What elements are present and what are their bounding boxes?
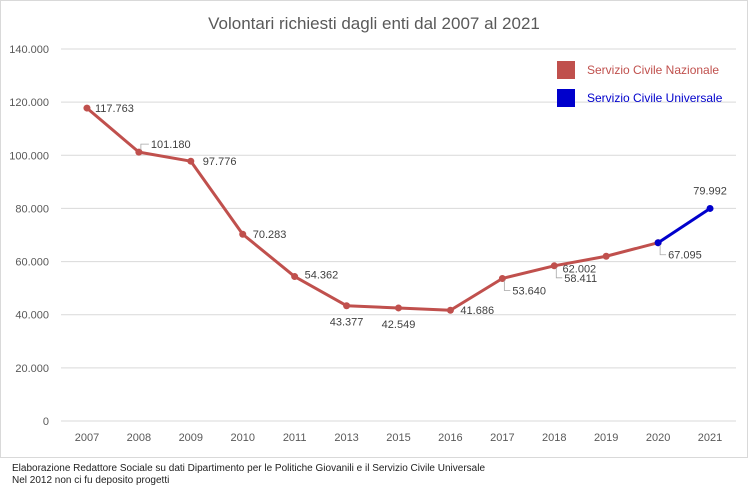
label-leader	[659, 244, 667, 256]
footer-note-2012: Nel 2012 non ci fu deposito progetti	[12, 475, 170, 486]
chart-title: Volontari richiesti dagli enti dal 2007 …	[208, 14, 540, 33]
data-label: 79.992	[693, 185, 727, 197]
data-label: 62.002	[563, 263, 597, 275]
data-point	[654, 239, 662, 247]
x-tick-label: 2017	[490, 432, 514, 444]
y-tick-label: 20.000	[15, 363, 49, 375]
x-tick-label: 2016	[438, 432, 462, 444]
data-point	[395, 304, 402, 312]
data-point	[550, 262, 558, 270]
label-leader	[555, 267, 563, 279]
data-point	[239, 230, 247, 238]
data-label: 41.686	[460, 305, 494, 317]
legend-label: Servizio Civile Nazionale	[587, 63, 719, 77]
x-tick-label: 2010	[230, 432, 254, 444]
x-tick-label: 2009	[179, 432, 203, 444]
y-tick-label: 120.000	[9, 97, 49, 109]
data-point	[602, 252, 610, 260]
series-line	[85, 106, 659, 312]
y-tick-label: 100.000	[9, 150, 49, 162]
data-point	[446, 306, 454, 314]
y-tick-label: 60.000	[15, 257, 49, 269]
x-tick-label: 2019	[594, 432, 618, 444]
data-label: 54.362	[305, 270, 339, 282]
label-leader	[140, 143, 149, 151]
chart-frame: 0 20.000 40.000 60.000 80.000 100.000 120.000 1…	[0, 0, 748, 458]
footer-source: Elaborazione Redattore Sociale su dati D…	[12, 463, 486, 474]
y-tick-label: 0	[43, 416, 49, 428]
y-tick-label: 40.000	[15, 310, 49, 322]
legend-swatch	[557, 89, 575, 107]
y-tick-label: 80.000	[15, 203, 49, 215]
x-tick-label: 2015	[386, 432, 410, 444]
data-label: 97.776	[203, 156, 237, 168]
label-leader	[503, 280, 511, 291]
data-point	[343, 302, 351, 310]
x-tick-label: 2018	[542, 432, 566, 444]
series-line	[657, 207, 711, 244]
data-label: 53.640	[512, 285, 546, 297]
legend-swatch	[557, 61, 575, 79]
data-point	[83, 104, 91, 112]
line-chart: 0 20.000 40.000 60.000 80.000 100.000 120.000 1…	[9, 14, 736, 444]
data-point	[135, 148, 143, 156]
data-label: 43.377	[330, 317, 364, 329]
data-label: 101.180	[151, 139, 191, 151]
footer-note: Elaborazione Redattore Sociale su dati D…	[12, 463, 485, 487]
x-tick-label: 2008	[127, 432, 151, 444]
data-point	[187, 157, 195, 165]
x-tick-label: 2020	[646, 432, 670, 444]
legend-label: Servizio Civile Universale	[587, 91, 723, 105]
x-tick-label: 2013	[334, 432, 358, 444]
data-label: 42.549	[382, 319, 416, 331]
y-tick-label: 140.000	[9, 44, 49, 56]
data-point	[498, 274, 506, 282]
data-point	[706, 204, 714, 212]
data-label: 67.095	[668, 250, 702, 262]
x-tick-label: 2021	[698, 432, 722, 444]
data-label: 117.763	[95, 103, 134, 115]
data-label: 58.411	[564, 273, 597, 285]
x-tick-label: 2011	[283, 432, 307, 444]
data-label: 70.283	[253, 229, 287, 241]
data-point	[291, 273, 299, 281]
x-tick-label: 2007	[75, 432, 99, 444]
